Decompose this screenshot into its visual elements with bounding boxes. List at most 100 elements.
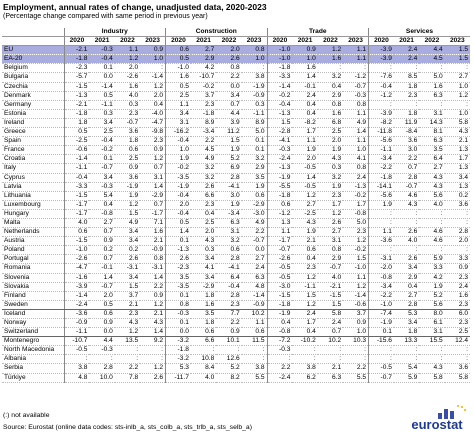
- cell: -3.1: [140, 263, 166, 274]
- cell: :: [393, 345, 420, 356]
- cell: 1.5: [216, 136, 242, 147]
- table-row: Cyprus -0.4 3.4 3.6 3.1 -3.5 3.2 2.8 3.5 -1.9 1.4 3…: [2, 173, 470, 183]
- cell: -1.9: [367, 318, 394, 329]
- country: Belgium: [2, 63, 64, 74]
- cell: -3.6: [367, 236, 394, 247]
- table-row: Slovenia -1.6 1.4 3.4 1.4 3.5 3.4 6.4 6.3 -0.5 1.2…: [2, 273, 470, 283]
- cell: -0.4: [89, 136, 115, 147]
- cell: 1.4: [343, 127, 369, 138]
- cell: -3.9: [367, 54, 394, 65]
- cell: 1.0: [292, 54, 318, 65]
- cell: :: [216, 345, 242, 356]
- cell: 0.4: [292, 327, 318, 338]
- cell: -3.0: [241, 209, 267, 219]
- cell: 5.3: [164, 363, 191, 374]
- cell: -1.9: [266, 173, 293, 183]
- cell: 2.6: [317, 218, 344, 229]
- year-header: 2022: [216, 36, 242, 47]
- cell: 1.6: [444, 291, 470, 301]
- cell: -1.9: [164, 182, 191, 192]
- cell: 3.2: [216, 236, 242, 247]
- cell: -3.6: [63, 309, 90, 320]
- cell: 4.0: [114, 91, 141, 101]
- cell: 2.3: [216, 300, 242, 310]
- cell: 1.8: [190, 291, 217, 301]
- country: Denmark: [2, 91, 64, 101]
- cell: :: [393, 209, 420, 219]
- cell: 2.7: [419, 163, 445, 174]
- cell: 1.1: [241, 318, 267, 329]
- cell: 3.5: [190, 309, 217, 320]
- year-header: 2021: [89, 36, 115, 47]
- cell: 2.3: [393, 91, 420, 101]
- country: Poland: [2, 245, 64, 256]
- cell: 2.3: [190, 200, 217, 210]
- table-row: Croatia -1.4 0.1 2.5 1.2 1.9 4.9 5.2 3.2 -2.4 2.0 4…: [2, 154, 470, 165]
- cell: 3.7: [114, 291, 141, 301]
- cell: 0.8: [140, 254, 166, 265]
- year-header: 2021: [393, 36, 420, 47]
- cell: 3.4: [444, 173, 470, 183]
- cell: :: [343, 354, 369, 365]
- table-row: Austria -1.5 0.9 3.4 2.1 0.1 4.3 3.2 -0.7 -1.7 2.1…: [2, 236, 470, 247]
- country: Slovakia: [2, 282, 64, 292]
- cell: 1.3: [444, 163, 470, 174]
- cell: :: [419, 209, 445, 219]
- cell: :: [444, 63, 470, 74]
- cell: -4.1: [216, 182, 242, 192]
- cell: 2.3: [444, 300, 470, 310]
- cell: 1.1: [343, 54, 369, 65]
- cell: 2.8: [216, 291, 242, 301]
- cell: 5.2: [216, 363, 242, 374]
- cell: 3.3: [444, 254, 470, 265]
- cell: -2.9: [140, 191, 166, 201]
- cell: 3.1: [419, 327, 445, 338]
- cell: :: [367, 209, 394, 219]
- country: Lithuania: [2, 191, 64, 201]
- cell: 1.1: [343, 109, 369, 119]
- cell: 2.0: [317, 136, 344, 147]
- cell: 6.4: [216, 273, 242, 283]
- cell: -1.1: [241, 109, 267, 119]
- cell: 6.6: [190, 191, 217, 201]
- cell: 3.4: [190, 254, 217, 265]
- cell: 4.3: [140, 318, 166, 329]
- cell: 2.4: [444, 282, 470, 292]
- cell: 3.8: [241, 72, 267, 83]
- cell: :: [343, 345, 369, 356]
- cell: 3.7: [343, 309, 369, 320]
- cell: 0.4: [292, 109, 318, 119]
- cell: 2.2: [190, 136, 217, 147]
- cell: 1.2: [317, 209, 344, 219]
- table-row: Greece 0.5 2.5 3.6 -9.8 -16.2 -3.4 11.2 5.0 -2.8 1…: [2, 127, 470, 138]
- cell: -3.2: [164, 336, 191, 347]
- note: (:) not available: [3, 412, 50, 419]
- country: Ireland: [2, 118, 64, 129]
- cell: 1.1: [343, 136, 369, 147]
- cell: 4.3: [419, 182, 445, 192]
- cell: 0.6: [266, 200, 293, 210]
- cell: -2.6: [266, 254, 293, 265]
- cell: 6.1: [419, 318, 445, 329]
- cell: 0.7: [140, 200, 166, 210]
- cell: -0.5: [367, 363, 394, 374]
- cell: -1.2: [266, 209, 293, 219]
- cell: 1.8: [393, 82, 420, 92]
- cell: -16.2: [164, 127, 191, 138]
- cell: :: [444, 218, 470, 229]
- cell: 0.3: [114, 100, 141, 110]
- cell: 0.7: [89, 227, 115, 238]
- cell: 4.0: [419, 200, 445, 210]
- cell: 8.4: [190, 363, 217, 374]
- cell: 1.7: [343, 200, 369, 210]
- cell: -1.3: [266, 163, 293, 174]
- cell: 1.2: [292, 300, 318, 310]
- cell: 0.5: [63, 127, 90, 138]
- cell: 1.4: [140, 327, 166, 338]
- cell: :: [140, 354, 166, 365]
- cell: -3.9: [367, 109, 394, 119]
- cell: -0.4: [164, 136, 191, 147]
- cell: 2.1: [317, 363, 344, 374]
- cell: 3.6: [114, 127, 141, 138]
- cell: 0.3: [317, 163, 344, 174]
